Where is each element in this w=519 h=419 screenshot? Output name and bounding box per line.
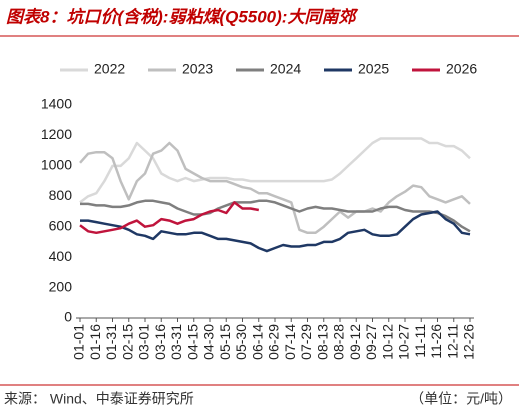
x-tick-label: 10-12 bbox=[379, 324, 395, 360]
y-tick-label: 800 bbox=[49, 187, 73, 203]
x-tick-label: 03-16 bbox=[152, 324, 168, 360]
x-tick-label: 11-11 bbox=[412, 324, 428, 358]
legend-label: 2022 bbox=[94, 61, 125, 77]
series-line bbox=[79, 201, 260, 235]
x-tick-label: 06-29 bbox=[266, 324, 282, 360]
x-tick-label: 09-27 bbox=[363, 324, 379, 360]
legend-label: 2024 bbox=[270, 61, 301, 77]
series-line bbox=[80, 210, 471, 253]
x-tick-label: 08-28 bbox=[331, 324, 347, 360]
x-tick-label: 12-11 bbox=[444, 324, 460, 359]
y-tick-label: 0 bbox=[64, 309, 72, 325]
x-tick-label: 02-15 bbox=[119, 324, 135, 360]
x-tick-label: 08-13 bbox=[314, 324, 330, 360]
legend-label: 2025 bbox=[358, 61, 389, 77]
x-tick-label: 07-29 bbox=[298, 324, 314, 360]
series-line bbox=[79, 137, 471, 204]
x-tick-label: 01-31 bbox=[103, 324, 119, 360]
series-line bbox=[80, 199, 471, 233]
y-tick-label: 1200 bbox=[41, 126, 72, 142]
legend-label: 2026 bbox=[446, 61, 477, 77]
source: 来源： Wind、中泰证券研究所 bbox=[4, 391, 194, 407]
x-tick-label: 07-14 bbox=[282, 324, 298, 360]
x-tick-label: 01-01 bbox=[71, 324, 87, 360]
x-tick-label: 04-30 bbox=[201, 324, 217, 360]
y-tick-label: 200 bbox=[49, 278, 73, 294]
x-tick-label: 09-12 bbox=[347, 324, 363, 360]
x-tick-label: 04-15 bbox=[184, 324, 200, 360]
x-tick-label: 03-31 bbox=[168, 324, 184, 360]
unit: （单位：元/吨） bbox=[410, 391, 512, 407]
chart-title: 图表8：坑口价(含税):弱粘煤(Q5500):大同南郊 bbox=[6, 7, 358, 26]
legend-label: 2023 bbox=[182, 61, 213, 77]
x-tick-label: 06-14 bbox=[249, 324, 265, 360]
series-line bbox=[79, 141, 471, 235]
x-tick-label: 03-01 bbox=[136, 324, 152, 360]
x-tick-label: 05-30 bbox=[233, 324, 249, 360]
x-tick-label: 10-27 bbox=[396, 324, 412, 360]
y-tick-label: 600 bbox=[49, 217, 73, 233]
x-tick-label: 01-16 bbox=[87, 324, 103, 360]
y-tick-label: 400 bbox=[49, 248, 73, 264]
y-tick-label: 1400 bbox=[41, 96, 72, 112]
x-tick-label: 11-26 bbox=[428, 324, 444, 359]
x-tick-label: 12-26 bbox=[461, 324, 477, 360]
x-tick-label: 05-15 bbox=[217, 324, 233, 360]
y-tick-label: 1000 bbox=[41, 157, 72, 173]
